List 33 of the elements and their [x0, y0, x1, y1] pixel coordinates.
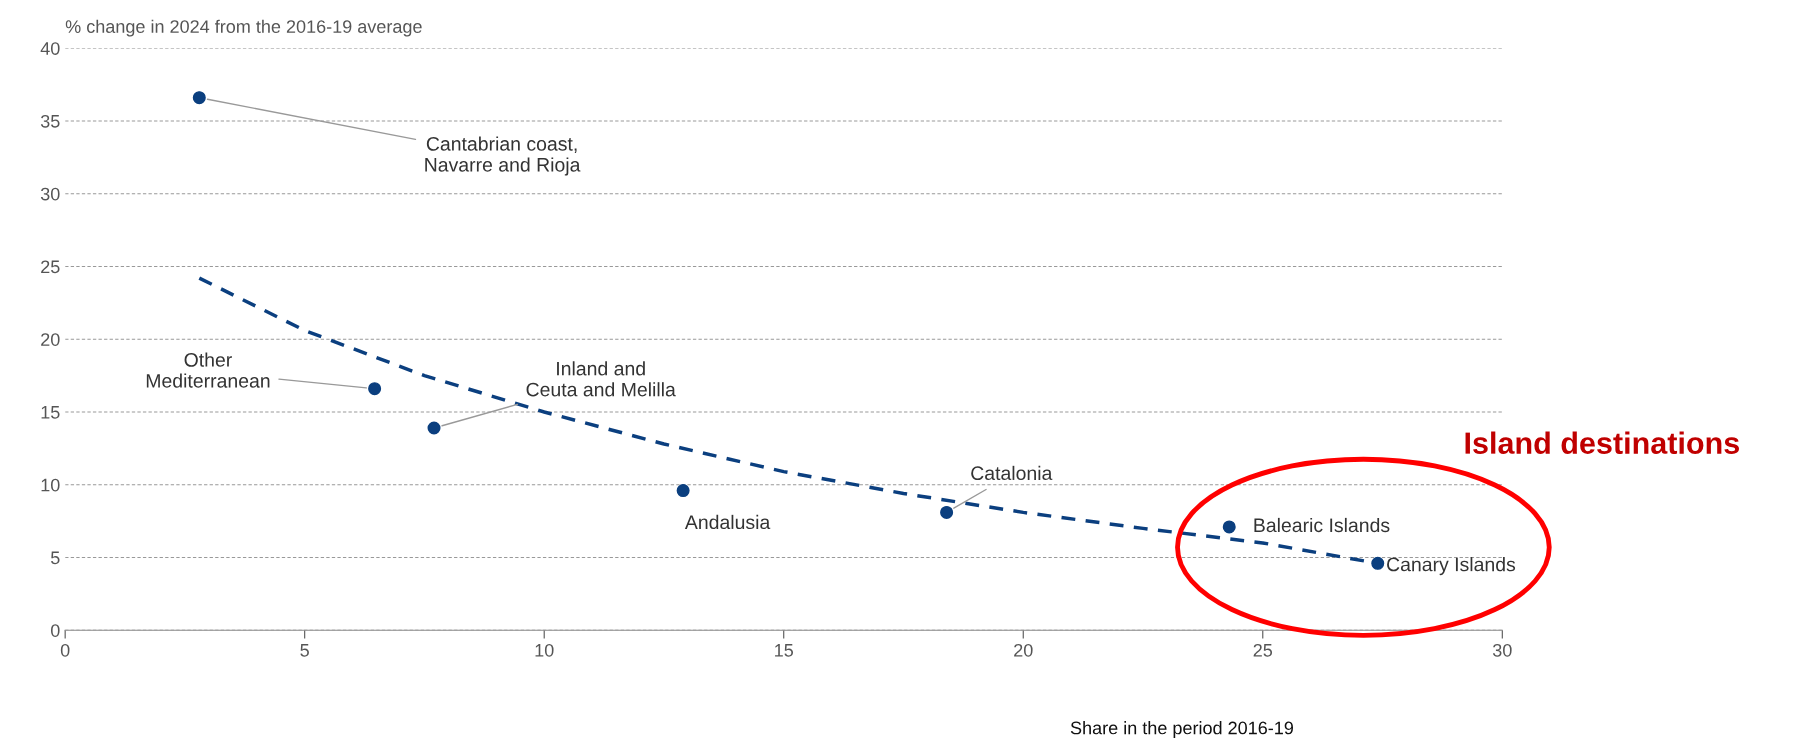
- y-axis-title: % change in 2024 from the 2016-19 average: [65, 19, 422, 37]
- y-tick-label: 20: [41, 333, 60, 346]
- point: [192, 91, 206, 105]
- y-tick-label: 10: [41, 478, 60, 492]
- point: [368, 382, 382, 396]
- annotation: Balearic Islands: [1254, 517, 1390, 533]
- x-axis-title: Share in the period 2016-19: [1070, 721, 1294, 738]
- annotation: Cantabrian coast, Navarre and Rioja: [425, 136, 581, 176]
- point: [1371, 556, 1385, 570]
- point: [1222, 520, 1236, 534]
- y-tick-label: 25: [41, 260, 60, 274]
- y-tick-label: 15: [41, 406, 60, 419]
- x-tick-label: 5: [300, 644, 309, 657]
- point: [940, 505, 954, 519]
- y-tick-label: 30: [40, 187, 60, 201]
- annotation: Inland and Ceuta and Melilla: [526, 361, 676, 397]
- x-tick-label: 0: [60, 643, 70, 657]
- point: [676, 484, 690, 498]
- x-tick-label: 20: [1014, 643, 1033, 657]
- x-tick-label: 25: [1253, 643, 1273, 657]
- y-tick-label: 40: [40, 42, 60, 55]
- annotation: Island destinations: [1465, 431, 1739, 454]
- x-tick-label: 30: [1492, 643, 1512, 657]
- point: [427, 421, 441, 435]
- x-tick-label: 15: [775, 644, 794, 657]
- y-tick-label: 35: [40, 114, 60, 128]
- annotation: Andalusia: [684, 514, 771, 530]
- y-tick-label: 0: [50, 624, 60, 637]
- annotation: Catalonia: [971, 465, 1053, 481]
- annotation: Canary Islands: [1387, 557, 1516, 576]
- y-tick-label: 5: [50, 551, 60, 565]
- x-tick-label: 10: [535, 643, 554, 657]
- annotation: Other Mediterranean: [146, 352, 270, 388]
